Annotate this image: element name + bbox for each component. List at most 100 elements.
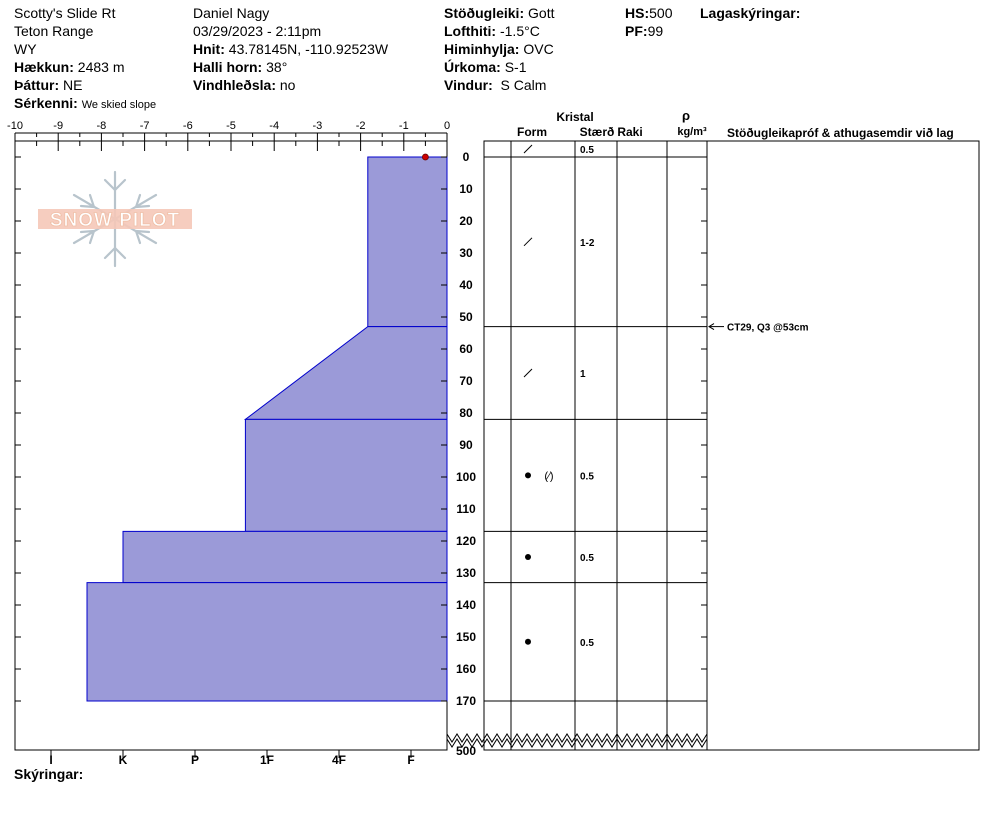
grain-size: 1-2 <box>580 238 595 249</box>
header-col-3: Stöðugleiki: Gott Lofthiti: -1.5°C Himin… <box>444 4 554 94</box>
depth-tick-label: 110 <box>456 502 476 516</box>
aspect-label: Þáttur: <box>14 77 60 93</box>
grain-form-slash-icon <box>523 368 533 378</box>
slope: 38° <box>266 59 288 75</box>
depth-break-zigzag <box>446 733 708 743</box>
depth-bottom-label: 500 <box>456 744 476 758</box>
hardness-segment <box>122 530 448 584</box>
rho-header: ρ <box>682 108 690 123</box>
depth-tick-label: 100 <box>456 470 476 484</box>
depth-tick-label: 80 <box>459 406 473 420</box>
coords-label: Hnit: <box>193 41 225 57</box>
depth-tick-label: 30 <box>459 246 473 260</box>
temp-tick-label: -6 <box>183 120 193 132</box>
grain-size: 1 <box>580 369 586 380</box>
datetime: 03/29/2023 - 2:11pm <box>193 23 322 39</box>
comments-frame <box>706 140 980 751</box>
logo-text: SNOW PILOT <box>50 210 180 231</box>
depth-tick-label: 50 <box>459 310 473 324</box>
header-col-1: Scotty's Slide Rt Teton Range WY Hækkun:… <box>14 4 156 114</box>
form-header: Form <box>517 125 547 139</box>
elevation-row: Hækkun: 2483 m <box>14 58 156 76</box>
hardness-tick-label: 4F <box>332 753 346 767</box>
temp-tick-label: -3 <box>313 120 323 132</box>
depth-tick-label: 160 <box>456 662 476 676</box>
grain-size: 0.5 <box>580 471 594 482</box>
stability-label: Stöðugleiki: <box>444 5 525 21</box>
depth-tick-label: 140 <box>456 598 476 612</box>
precip-row: Úrkoma: S-1 <box>444 58 554 76</box>
comments-header: Stöðugleikapróf & athugasemdir við lag <box>727 126 954 140</box>
temperature-point <box>421 153 429 161</box>
location: Scotty's Slide Rt <box>14 5 116 21</box>
depth-break-zigzag <box>446 738 708 748</box>
hs-row: HS:500 <box>625 4 672 22</box>
hs-label: HS: <box>625 5 650 21</box>
wind: S Calm <box>500 77 547 93</box>
wind-loading: no <box>279 77 296 93</box>
temp-tick-label: -5 <box>226 120 236 132</box>
pf: 99 <box>647 23 664 39</box>
grain-size: 0.5 <box>580 553 594 564</box>
grain-form-slash-icon <box>523 144 533 154</box>
depth-tick-label: 20 <box>459 214 473 228</box>
wind-loading-label: Vindhleðsla: <box>193 77 276 93</box>
grain-size: 0.5 <box>580 638 594 649</box>
depth-tick-label: 60 <box>459 342 473 356</box>
hardness-segment <box>86 582 448 702</box>
pf-label: PF: <box>625 23 648 39</box>
hardness-profile <box>86 153 448 702</box>
test-arrow-head <box>708 323 715 331</box>
hardness-tick-label: P <box>191 753 199 767</box>
features: We skied slope <box>81 99 157 111</box>
temp-tick-label: -8 <box>97 120 107 132</box>
header-col-4: HS:500 PF:99 <box>625 4 672 40</box>
density-unit-header: kg/m³ <box>677 126 707 138</box>
coords-row: Hnit: 43.78145N, -110.92523W <box>193 40 388 58</box>
coords: 43.78145N, -110.92523W <box>228 41 389 57</box>
sky-label: Himinhylja: <box>444 41 520 57</box>
grain-size: 0.5 <box>580 145 594 156</box>
air-temp-row: Lofthiti: -1.5°C <box>444 22 554 40</box>
header-col-5: Lagaskýringar: <box>700 4 800 22</box>
temp-tick-label: 0 <box>444 120 450 132</box>
precip: S-1 <box>504 59 527 75</box>
wind-label: Vindur: <box>444 77 493 93</box>
sky: OVC <box>523 41 554 57</box>
notes-row: Skýringar: <box>14 765 83 783</box>
stability: Gott <box>528 5 555 21</box>
stability-row: Stöðugleiki: Gott <box>444 4 554 22</box>
observer: Daniel Nagy <box>193 5 270 21</box>
state: WY <box>14 41 37 57</box>
air-temp: -1.5°C <box>499 23 540 39</box>
depth-tick-label: 170 <box>456 694 476 708</box>
air-temp-label: Lofthiti: <box>444 23 497 39</box>
depth-tick-label: 10 <box>459 182 473 196</box>
depth-tick-label: 90 <box>459 438 473 452</box>
temp-tick-label: -1 <box>399 120 409 132</box>
pf-row: PF:99 <box>625 22 672 40</box>
temp-tick-label: -7 <box>140 120 150 132</box>
hardness-segment <box>244 418 448 532</box>
layer-table-frame <box>483 140 708 751</box>
depth-tick-label: 40 <box>459 278 473 292</box>
hardness-tick-label: I <box>49 753 52 767</box>
size-header: Stærð <box>580 125 615 139</box>
snowpilot-logo: SNOW PILOT <box>38 170 192 268</box>
temp-tick-label: -2 <box>356 120 366 132</box>
elevation-label: Hækkun: <box>14 59 74 75</box>
temp-tick-label: -4 <box>269 120 279 132</box>
header-col-2: Daniel Nagy 03/29/2023 - 2:11pm Hnit: 43… <box>193 4 388 94</box>
elevation: 2483 m <box>77 59 125 75</box>
wind-loading-row: Vindhleðsla: no <box>193 76 388 94</box>
axes: -10 -9 -8 -7 -6 -5 -4 -3 -2 -1 0010203040506070809… <box>7 120 707 767</box>
slope-label: Halli horn: <box>193 59 263 75</box>
features-label: Sérkenni: <box>14 95 78 111</box>
logo-band <box>38 209 192 229</box>
slope-row: Halli horn: 38° <box>193 58 388 76</box>
depth-tick-label: 150 <box>456 630 476 644</box>
temp-tick-label: -9 <box>53 120 63 132</box>
aspect: NE <box>63 77 83 93</box>
test-result: CT29, Q3 @53cm <box>727 323 809 334</box>
